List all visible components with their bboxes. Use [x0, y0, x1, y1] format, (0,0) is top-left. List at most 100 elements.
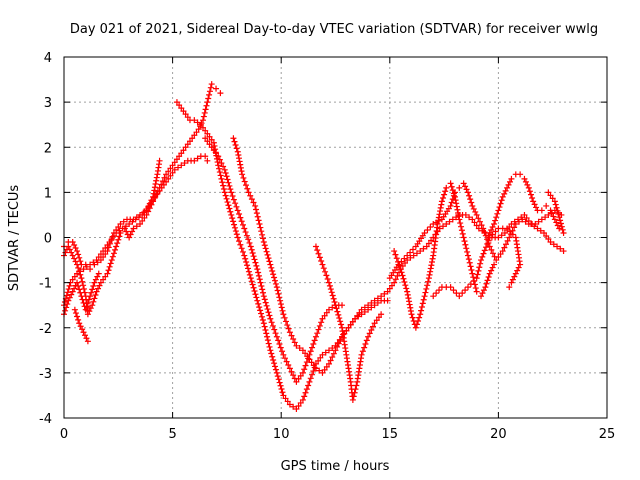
data-point [274, 287, 281, 294]
data-point [438, 198, 445, 205]
data-point [231, 224, 238, 231]
data-point [253, 210, 260, 217]
data-point [257, 307, 264, 314]
data-point [143, 207, 150, 214]
data-point [506, 228, 513, 235]
data-point [222, 192, 229, 199]
data-point [468, 266, 475, 273]
data-point [280, 351, 287, 358]
data-point [318, 319, 325, 326]
data-point [386, 285, 393, 292]
data-point [258, 310, 265, 317]
data-point [271, 277, 278, 284]
data-point [175, 164, 182, 171]
data-point [545, 211, 552, 218]
data-point [479, 290, 486, 297]
data-point [151, 187, 158, 194]
data-point [525, 184, 532, 191]
data-point [352, 386, 359, 393]
data-point [81, 332, 88, 339]
data-point [316, 254, 323, 261]
data-point [363, 337, 370, 344]
data-point [511, 224, 518, 231]
data-point [480, 225, 487, 232]
data-point [258, 283, 265, 290]
data-point [265, 255, 272, 262]
data-point [259, 231, 266, 238]
data-point [191, 117, 198, 124]
data-point [265, 340, 272, 347]
data-point [221, 189, 228, 196]
data-point [443, 184, 450, 191]
data-point [450, 192, 457, 199]
data-point [158, 181, 165, 188]
data-point [465, 256, 472, 263]
data-point [464, 284, 471, 291]
data-point [256, 304, 263, 311]
data-point [173, 99, 180, 106]
data-point [293, 378, 300, 385]
data-point [274, 373, 281, 380]
data-point [467, 281, 474, 288]
data-point [277, 301, 284, 308]
data-point [178, 105, 185, 112]
data-point [77, 323, 84, 330]
data-point [225, 179, 232, 186]
data-point [193, 129, 200, 136]
series-arc-8 [230, 135, 391, 376]
data-point [375, 314, 382, 321]
data-point [210, 147, 217, 154]
data-point [503, 241, 510, 248]
data-point [498, 197, 505, 204]
data-point [509, 231, 516, 238]
data-point [161, 174, 168, 181]
data-point [335, 340, 342, 347]
data-point [102, 273, 109, 280]
data-point [491, 220, 498, 227]
data-point [272, 366, 279, 373]
data-point [78, 293, 85, 300]
data-point [437, 204, 444, 211]
data-point [92, 292, 99, 299]
data-point [167, 172, 174, 179]
data-point [251, 256, 258, 263]
data-point [427, 223, 434, 230]
data-point [427, 268, 434, 275]
data-point [104, 248, 111, 255]
data-point [75, 264, 82, 271]
data-point [279, 389, 286, 396]
data-point [440, 195, 447, 202]
data-point [248, 246, 255, 253]
data-point [163, 178, 170, 185]
data-point [547, 239, 554, 246]
data-point [537, 227, 544, 234]
data-point [137, 211, 144, 218]
data-point [69, 239, 76, 246]
data-point [457, 220, 464, 227]
data-point [554, 222, 561, 229]
data-point [269, 268, 276, 275]
data-point [522, 178, 529, 185]
data-point [329, 345, 336, 352]
data-point [248, 278, 255, 285]
data-point [150, 193, 157, 200]
data-point [217, 172, 224, 179]
data-point [459, 230, 466, 237]
data-point [197, 121, 204, 128]
data-point [72, 245, 79, 252]
data-point [517, 171, 524, 178]
data-point [384, 288, 391, 295]
data-point [237, 214, 244, 221]
data-point [252, 259, 259, 266]
data-point [415, 317, 422, 324]
data-point [550, 241, 557, 248]
data-point [276, 340, 283, 347]
data-point [554, 207, 561, 214]
data-point [82, 306, 89, 313]
data-point [285, 361, 292, 368]
data-point [461, 238, 468, 245]
data-point [425, 278, 432, 285]
data-point [401, 255, 408, 262]
data-point [242, 255, 249, 262]
data-point [473, 211, 480, 218]
